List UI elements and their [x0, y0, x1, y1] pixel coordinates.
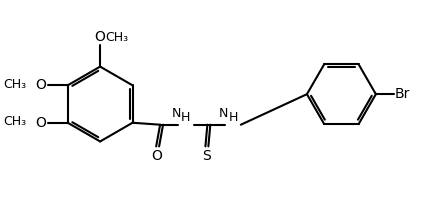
Text: N: N — [172, 107, 181, 120]
Text: H: H — [181, 111, 191, 124]
Text: O: O — [95, 30, 105, 44]
Text: CH₃: CH₃ — [105, 31, 128, 43]
Text: CH₃: CH₃ — [3, 115, 26, 128]
Text: O: O — [35, 116, 46, 130]
Text: O: O — [152, 149, 162, 163]
Text: N: N — [219, 107, 228, 120]
Text: O: O — [35, 78, 46, 92]
Text: S: S — [202, 149, 211, 163]
Text: CH₃: CH₃ — [3, 78, 26, 91]
Text: Br: Br — [394, 87, 410, 101]
Text: H: H — [228, 111, 238, 124]
